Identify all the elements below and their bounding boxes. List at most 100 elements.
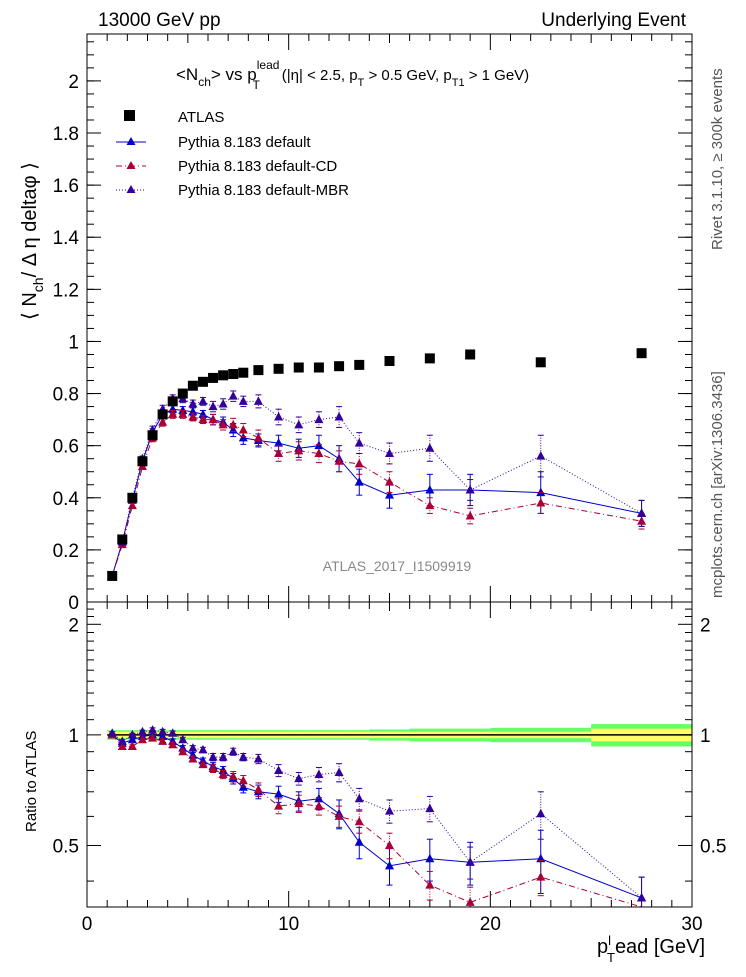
- data-point-mbr: [637, 892, 647, 902]
- data-point-atlas: [117, 534, 128, 545]
- data-point-cd: [188, 412, 198, 421]
- data-point-cd: [218, 419, 228, 429]
- title-n: <N: [176, 65, 198, 84]
- data-point-atlas: [157, 409, 168, 420]
- data-point-mbr: [148, 725, 158, 734]
- data-point-atlas: [636, 348, 647, 359]
- data-point-mbr: [218, 398, 228, 408]
- data-point-atlas: [465, 349, 476, 360]
- legend-cd-label: Pythia 8.183 default-CD: [178, 158, 337, 175]
- data-point-mbr: [314, 414, 324, 424]
- data-point-mbr: [158, 726, 168, 736]
- header-right: Underlying Event: [541, 10, 686, 31]
- data-point-cd: [148, 733, 158, 742]
- data-point-cd: [354, 816, 364, 826]
- data-point-cd: [168, 409, 178, 418]
- data-point-mbr: [178, 734, 188, 744]
- legend-mbr-label: Pythia 8.183 default-MBR: [178, 182, 349, 199]
- data-point-mbr: [314, 769, 324, 779]
- data-point-atlas: [208, 372, 219, 383]
- xlabel-p: p: [597, 936, 608, 958]
- data-point-cd: [334, 811, 344, 820]
- ratio-ytick-label: 2: [68, 615, 79, 636]
- ylabel-pre: ⟨ N: [19, 292, 41, 320]
- data-point-mbr: [198, 744, 208, 754]
- legend-mbr-marker: [126, 185, 136, 193]
- main-ytick-label: 1.8: [53, 124, 79, 145]
- data-point-cd: [218, 769, 228, 779]
- data-point-default: [158, 731, 168, 740]
- data-point-cd: [465, 511, 475, 520]
- main-ytick-label: 1.4: [53, 228, 80, 249]
- data-point-mbr: [208, 401, 218, 411]
- data-point-cd: [178, 409, 188, 418]
- data-point-cd: [168, 739, 178, 749]
- data-point-mbr: [218, 752, 228, 761]
- data-point-mbr: [168, 728, 178, 737]
- title-t-sub: T: [252, 78, 260, 92]
- ratio-xtick-label: 0: [82, 914, 93, 935]
- data-point-mbr: [107, 728, 117, 737]
- main-ytick-label: 0: [68, 593, 79, 614]
- data-point-atlas: [127, 492, 138, 503]
- data-point-atlas: [187, 380, 198, 391]
- title-cut-b: > 0.5 GeV, p: [364, 67, 451, 84]
- data-point-cd: [238, 775, 248, 785]
- data-point-atlas: [424, 353, 435, 364]
- main-panel: 0 0.2 0.4 0.6 0.8 1 1.2 1.4 1.6 1.8 2: [53, 33, 693, 614]
- ratio-ytick-label: 1: [68, 726, 79, 747]
- data-point-cd: [314, 448, 324, 457]
- data-point-default: [274, 789, 284, 798]
- data-point-default: [354, 837, 364, 846]
- data-point-cd: [198, 759, 208, 769]
- data-point-cd: [536, 497, 546, 507]
- xlabel-sup: l: [608, 933, 611, 948]
- data-point-cd: [354, 458, 364, 468]
- data-point-atlas: [137, 456, 148, 467]
- data-point-mbr: [385, 448, 394, 457]
- ratio-xlabel: pl Tead [GeV]: [597, 933, 705, 965]
- side-label-mcplots: mcplots.cern.ch [arXiv:1306.3436]: [709, 371, 726, 598]
- ratio-ytick-label-right: 2: [700, 615, 711, 636]
- data-point-mbr: [385, 806, 394, 815]
- data-point-cd: [228, 419, 238, 429]
- data-point-cd: [127, 741, 137, 750]
- data-point-mbr: [208, 752, 218, 761]
- title-cut-t1-sub: T1: [452, 77, 465, 89]
- ratio-axes: 0.5 0.51 12 20 10 20 30: [53, 602, 726, 935]
- series-line-cd: [111, 413, 642, 577]
- data-point-mbr: [253, 396, 263, 405]
- data-point-mbr: [294, 419, 304, 429]
- data-point-mbr: [637, 508, 647, 517]
- ratio-xtick-label: 10: [278, 914, 299, 935]
- main-ylabel: ⟨ Nch/ Δ η deltaφ ⟩: [19, 162, 46, 320]
- data-point-cd: [314, 801, 324, 810]
- data-point-default: [536, 487, 546, 497]
- ratio-xtick-label: 20: [480, 914, 501, 935]
- data-point-cd: [208, 414, 218, 424]
- legend-atlas-marker: [124, 110, 135, 121]
- data-point-cd: [198, 414, 208, 424]
- xlabel-t-sub: T: [607, 950, 615, 965]
- data-point-cd: [274, 801, 284, 810]
- ratio-ytick-label: 0.5: [53, 836, 79, 857]
- data-point-mbr: [536, 451, 546, 460]
- data-point-atlas: [273, 363, 284, 374]
- legend-default-marker: [126, 137, 136, 145]
- ratio-ytick-label-right: 1: [700, 726, 711, 747]
- data-point-mbr: [228, 391, 238, 400]
- data-point-mbr: [188, 743, 198, 752]
- data-point-mbr: [274, 765, 284, 774]
- data-point-mbr: [274, 412, 284, 421]
- data-point-mbr: [354, 438, 364, 447]
- data-point-mbr: [465, 484, 475, 494]
- data-point-cd: [208, 763, 218, 773]
- data-point-default: [385, 490, 394, 499]
- data-point-atlas: [228, 369, 239, 380]
- ylabel-post: / Δ η deltaφ ⟩: [19, 162, 41, 277]
- data-point-cd: [385, 477, 394, 486]
- data-point-atlas: [535, 357, 546, 368]
- data-point-cd: [127, 500, 137, 510]
